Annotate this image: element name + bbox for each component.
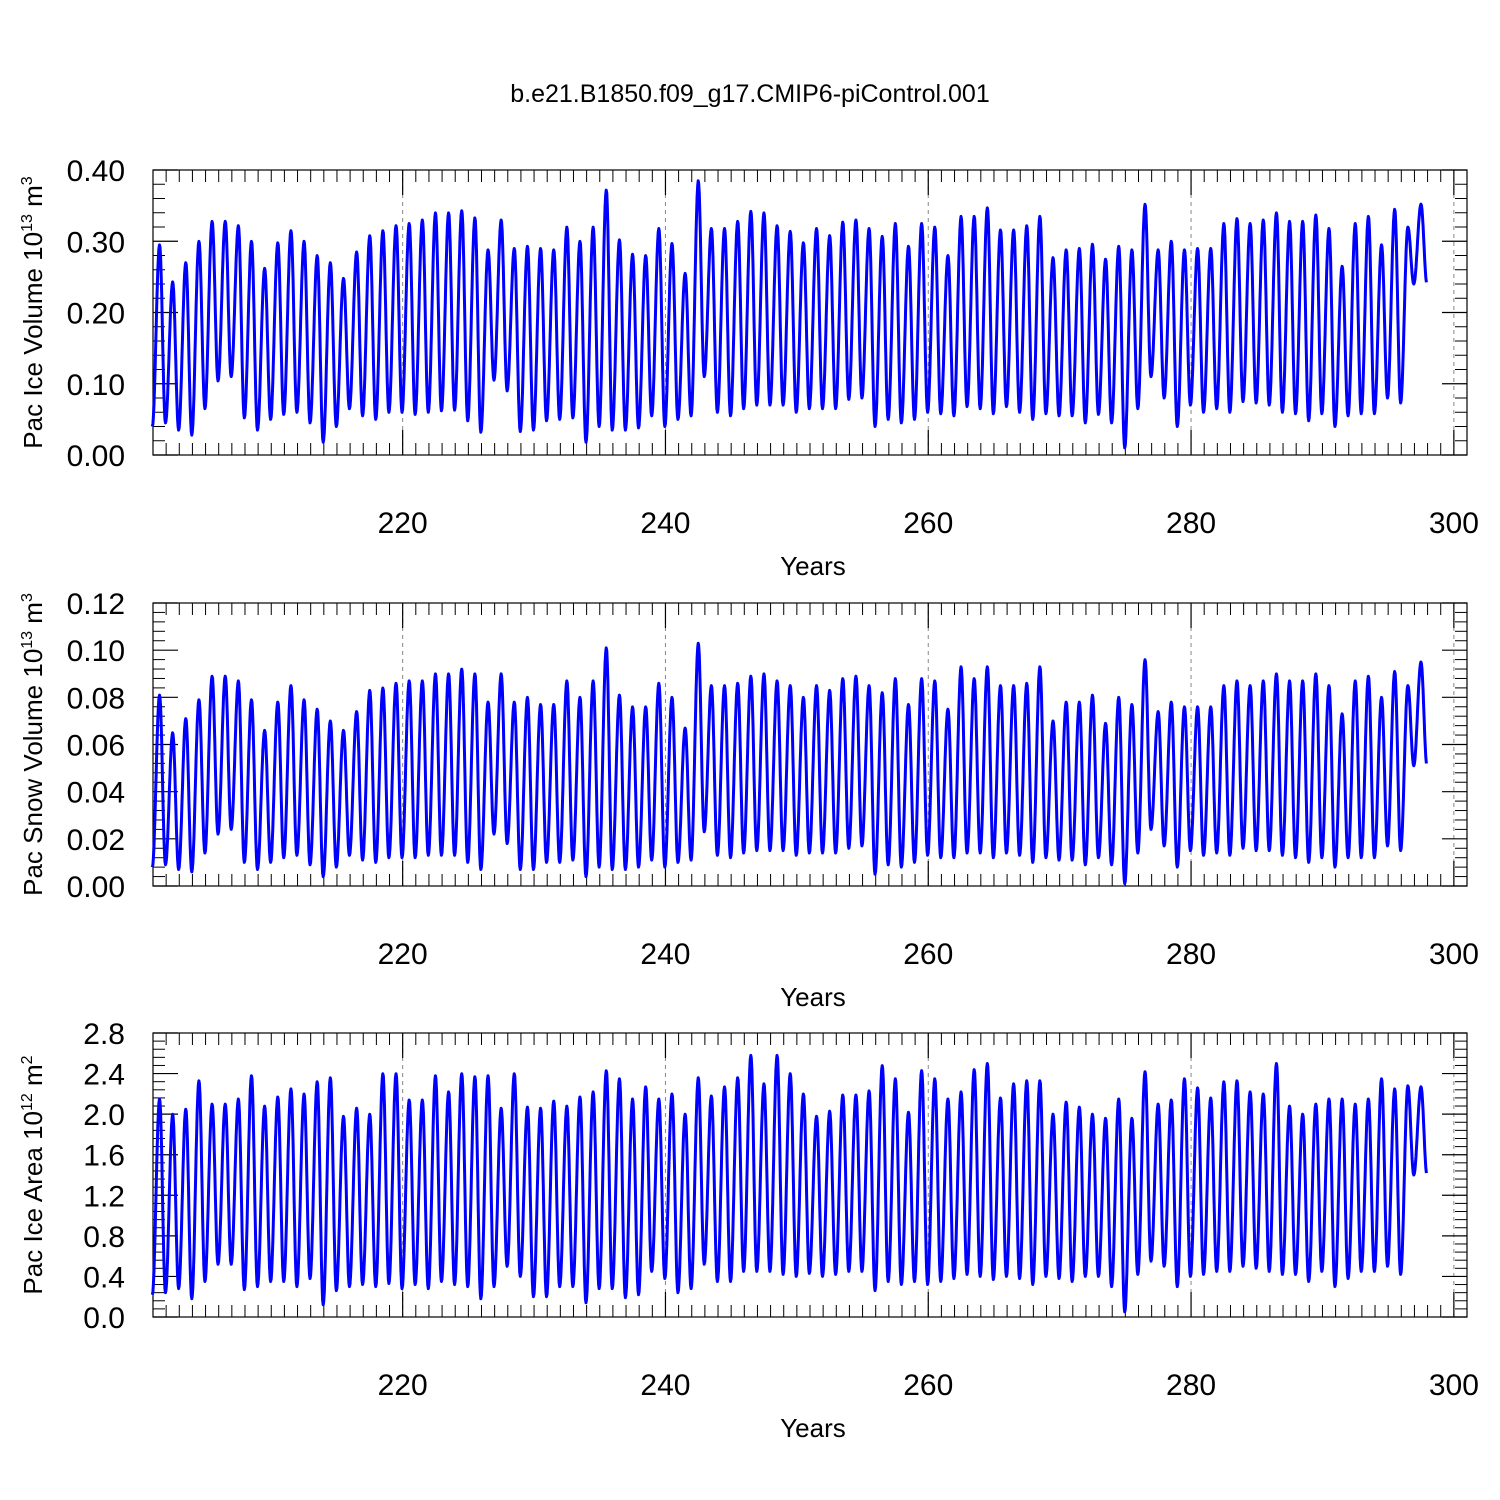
y-tick-label: 0.08 bbox=[67, 682, 125, 715]
series-line bbox=[150, 179, 1428, 450]
x-axis-label: Years bbox=[780, 982, 846, 1012]
x-tick-label: 280 bbox=[1166, 507, 1216, 540]
y-tick-label: 2.8 bbox=[83, 1018, 125, 1051]
x-tick-label: 300 bbox=[1429, 938, 1479, 971]
chart-panel-1: 0.00 0.10 0.20 0.30 0.40 220 240 260 280 300 Years… bbox=[18, 155, 1479, 581]
x-tick-label: 280 bbox=[1166, 1369, 1216, 1402]
y-tick-label: 2.0 bbox=[83, 1099, 125, 1132]
chart-panel-2: 0.00 0.02 0.04 0.06 0.08 0.10 0.12 220 240 260 280… bbox=[18, 588, 1479, 1012]
x-tick-label: 280 bbox=[1166, 938, 1216, 971]
y-tick-label: 0.02 bbox=[67, 824, 125, 857]
y-tick-label: 0.00 bbox=[67, 871, 125, 904]
y-tick-label: 0.10 bbox=[67, 635, 125, 668]
x-tick-label: 240 bbox=[640, 1369, 690, 1402]
y-axis-label: Pac Ice Volume 1013 m3 bbox=[18, 176, 48, 449]
y-tick-label: 0.06 bbox=[67, 730, 125, 763]
y-tick-label: 0.30 bbox=[67, 226, 125, 259]
y-tick-label: 0.8 bbox=[83, 1221, 125, 1254]
y-tick-label: 1.6 bbox=[83, 1140, 125, 1173]
x-tick-label: 220 bbox=[378, 938, 428, 971]
x-tick-label: 260 bbox=[903, 507, 953, 540]
x-tick-label: 300 bbox=[1429, 1369, 1479, 1402]
y-tick-label: 0.0 bbox=[83, 1302, 125, 1335]
y-tick-label: 0.00 bbox=[67, 440, 125, 473]
x-tick-label: 240 bbox=[640, 507, 690, 540]
plot-frame bbox=[152, 169, 1468, 456]
y-tick-label: 0.10 bbox=[67, 369, 125, 402]
y-tick-label: 2.4 bbox=[83, 1059, 125, 1092]
x-tick-label: 260 bbox=[903, 1369, 953, 1402]
x-tick-label: 220 bbox=[378, 1369, 428, 1402]
x-tick-label: 220 bbox=[378, 507, 428, 540]
y-axis-label: Pac Snow Volume 1013 m3 bbox=[18, 593, 48, 896]
x-axis-label: Years bbox=[780, 1413, 846, 1443]
figure-title: b.e21.B1850.f09_g17.CMIP6-piControl.001 bbox=[510, 80, 990, 108]
y-tick-label: 1.2 bbox=[83, 1180, 125, 1213]
y-axis-label: Pac Ice Area 1012 m2 bbox=[18, 1055, 48, 1294]
y-tick-label: 0.40 bbox=[67, 155, 125, 188]
y-tick-label: 0.20 bbox=[67, 298, 125, 331]
x-tick-label: 300 bbox=[1429, 507, 1479, 540]
y-tick-label: 0.4 bbox=[83, 1261, 125, 1294]
chart-panel-3: 0.0 0.4 0.8 1.2 1.6 2.0 2.4 2.8 220 240 260 280 300 Y… bbox=[18, 1018, 1479, 1443]
y-tick-label: 0.04 bbox=[67, 777, 125, 810]
x-tick-label: 240 bbox=[640, 938, 690, 971]
series-line bbox=[150, 641, 1428, 886]
x-axis-label: Years bbox=[780, 551, 846, 581]
y-tick-label: 0.12 bbox=[67, 588, 125, 621]
series-line bbox=[150, 1053, 1428, 1314]
x-tick-label: 260 bbox=[903, 938, 953, 971]
